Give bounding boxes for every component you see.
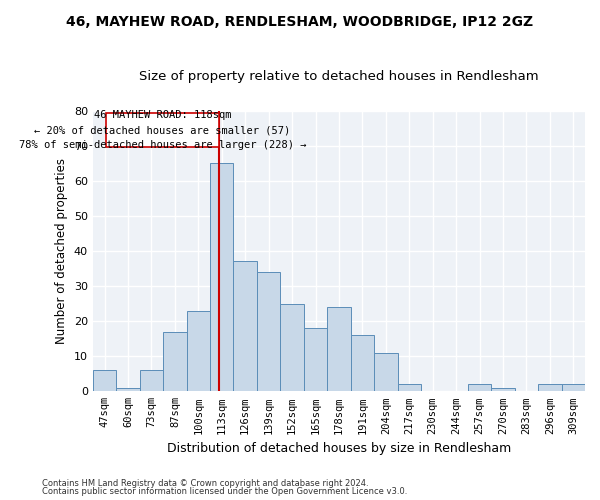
Bar [280,304,304,392]
Y-axis label: Number of detached properties: Number of detached properties [55,158,68,344]
Bar [304,328,327,392]
Bar [327,307,350,392]
Bar [350,335,374,392]
Bar [187,310,210,392]
Bar [468,384,491,392]
Bar [116,388,140,392]
Bar [140,370,163,392]
Text: Contains public sector information licensed under the Open Government Licence v3: Contains public sector information licen… [42,487,407,496]
Text: Contains HM Land Registry data © Crown copyright and database right 2024.: Contains HM Land Registry data © Crown c… [42,478,368,488]
Bar [491,388,515,392]
Bar [210,163,233,392]
Title: Size of property relative to detached houses in Rendlesham: Size of property relative to detached ho… [139,70,539,83]
Bar [374,352,398,392]
X-axis label: Distribution of detached houses by size in Rendlesham: Distribution of detached houses by size … [167,442,511,455]
Bar [163,332,187,392]
Bar [538,384,562,392]
Text: 46 MAYHEW ROAD: 118sqm
← 20% of detached houses are smaller (57)
78% of semi-det: 46 MAYHEW ROAD: 118sqm ← 20% of detached… [19,110,307,150]
Bar [398,384,421,392]
Text: 46, MAYHEW ROAD, RENDLESHAM, WOODBRIDGE, IP12 2GZ: 46, MAYHEW ROAD, RENDLESHAM, WOODBRIDGE,… [67,15,533,29]
Bar [562,384,585,392]
Bar [257,272,280,392]
FancyBboxPatch shape [106,113,220,148]
Bar [233,262,257,392]
Bar [93,370,116,392]
